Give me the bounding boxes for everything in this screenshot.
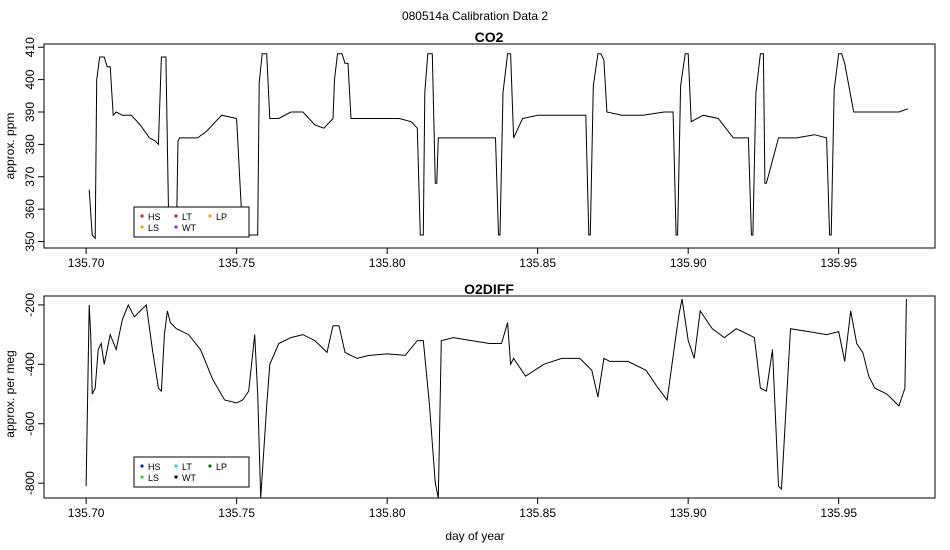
y-tick-label: -800	[23, 471, 37, 495]
y-tick-label: -200	[23, 293, 37, 317]
y-tick-label: 370	[23, 166, 37, 186]
x-tick-label: 135.90	[670, 256, 707, 270]
x-tick-label: 135.85	[519, 256, 556, 270]
co2-ticks: 135.70 135.75 135.80 135.85 135.90 135.95 350 3…	[23, 37, 857, 270]
figure-xlabel: day of year	[445, 529, 504, 543]
series-line	[85, 298, 907, 499]
x-tick-label: 135.70	[68, 256, 105, 270]
co2-title: CO2	[475, 29, 504, 45]
legend-marker	[140, 464, 144, 468]
legend-label: HS	[148, 462, 161, 472]
y-tick-label: 360	[23, 199, 37, 219]
o2diff-data-line	[85, 298, 907, 499]
legend-label: LP	[216, 212, 227, 222]
legend-marker	[208, 214, 212, 218]
o2diff-ylabel: approx. per meg	[3, 350, 17, 437]
legend-marker	[140, 475, 144, 479]
o2diff-title: O2DIFF	[464, 281, 514, 297]
y-tick-label: -600	[23, 411, 37, 435]
o2diff-ticks: 135.70 135.75 135.80 135.85 135.90 135.95 -800…	[23, 293, 857, 520]
o2diff-plot-frame	[43, 295, 936, 499]
co2-plot-frame	[43, 43, 936, 249]
legend-label: WT	[182, 223, 196, 233]
figure-title: 080514a Calibration Data 2	[402, 9, 548, 23]
legend-box	[133, 206, 250, 238]
legend-label: LS	[148, 223, 159, 233]
x-tick-label: 135.80	[369, 256, 406, 270]
x-tick-label: 135.75	[218, 256, 255, 270]
legend-label: LT	[182, 462, 192, 472]
y-tick-label: 390	[23, 102, 37, 122]
legend-marker	[174, 214, 178, 218]
legend-marker	[140, 225, 144, 229]
legend-marker	[174, 464, 178, 468]
legend-label: LP	[216, 462, 227, 472]
legend-label: LT	[182, 212, 192, 222]
legend-marker	[140, 214, 144, 218]
legend-box	[133, 456, 250, 488]
o2diff-panel: O2DIFF approx. per meg 135.70 135.75 135.8…	[3, 281, 936, 520]
x-tick-label: 135.85	[519, 506, 556, 520]
y-tick-label: 410	[23, 37, 37, 57]
legend-marker	[174, 475, 178, 479]
y-tick-label: 400	[23, 69, 37, 89]
x-tick-label: 135.95	[820, 256, 857, 270]
x-tick-label: 135.95	[820, 506, 857, 520]
y-tick-label: 380	[23, 134, 37, 154]
legend-marker	[208, 464, 212, 468]
co2-ylabel: approx. ppm	[3, 113, 17, 180]
legend-label: LS	[148, 473, 159, 483]
legend-label: HS	[148, 212, 161, 222]
legend-label: WT	[182, 473, 196, 483]
x-tick-label: 135.70	[68, 506, 105, 520]
x-tick-label: 135.75	[218, 506, 255, 520]
y-tick-label: 350	[23, 231, 37, 251]
x-tick-label: 135.80	[369, 506, 406, 520]
co2-panel: CO2 approx. ppm 135.70 135.75 135.80 135.85…	[3, 29, 936, 270]
y-tick-label: -400	[23, 352, 37, 376]
x-tick-label: 135.90	[670, 506, 707, 520]
legend-marker	[174, 225, 178, 229]
